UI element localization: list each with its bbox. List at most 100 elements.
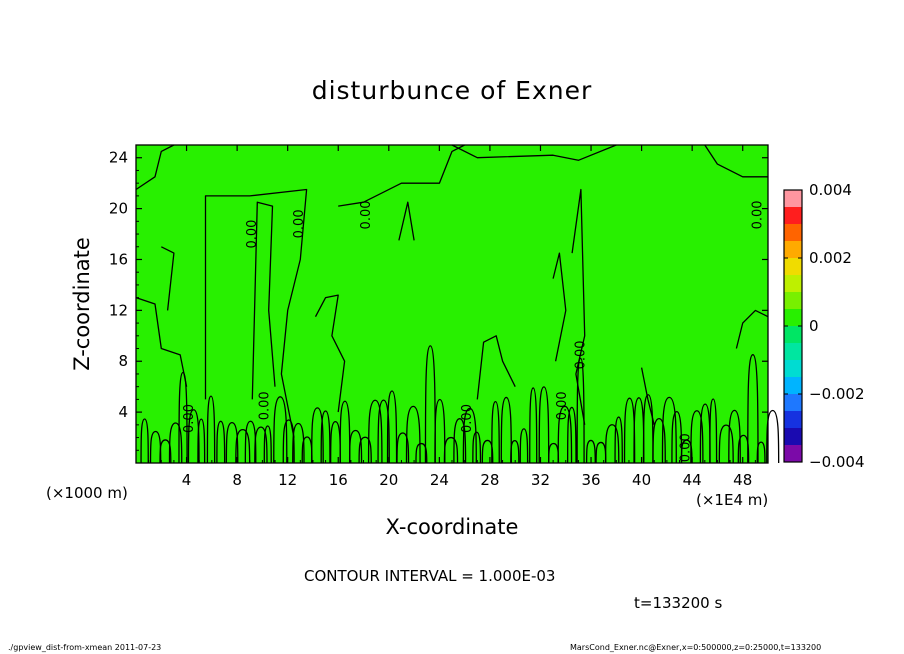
contour-line <box>567 406 577 464</box>
contour-line <box>348 429 363 464</box>
footer-right-text: MarsCond_Exner.nc@Exner,x=0:500000,z=0:2… <box>570 643 822 652</box>
heatmap-field <box>136 145 768 463</box>
contour-line <box>339 400 351 464</box>
contour-line <box>671 410 683 464</box>
contour-line <box>529 387 538 464</box>
colorbar-segment <box>784 190 802 207</box>
y-tick-label: 4 <box>118 403 128 421</box>
x-axis: 4 8 12 16 20 24 28 32 36 40 44 48 <box>148 145 756 489</box>
contour-line <box>225 421 239 464</box>
contour-line <box>140 418 149 464</box>
contour-line <box>235 428 251 464</box>
time-label: t=133200 s <box>634 594 723 612</box>
contour-line <box>453 418 467 464</box>
contour-label: 0.00 <box>555 391 570 420</box>
contour-line <box>187 409 200 464</box>
contour-line <box>386 390 398 464</box>
chart-title: disturbunce of Exner <box>311 76 593 105</box>
colorbar-label: 0 <box>809 317 819 335</box>
contour-line <box>571 188 586 425</box>
colorbar-segment <box>784 258 802 275</box>
colorbar: 0.004 0.002 0 −0.002 −0.004 <box>783 181 865 471</box>
contour-line <box>251 201 276 400</box>
contour-label: 0.00 <box>460 404 475 433</box>
contour-line <box>282 419 295 464</box>
contour-line <box>320 410 331 464</box>
y-axis: 4 8 12 16 20 24 <box>109 149 768 451</box>
contour-line <box>766 409 780 464</box>
contour-line <box>481 439 494 464</box>
contour-line <box>604 424 620 464</box>
colorbar-segment <box>784 275 802 292</box>
contour-line <box>756 441 766 464</box>
contour-line <box>168 422 183 464</box>
contour-label: 0.00 <box>751 200 766 229</box>
contour-label: 0.00 <box>292 209 307 238</box>
x-tick-label: 32 <box>531 471 550 489</box>
contour-label: 0.00 <box>359 200 374 229</box>
contour-line <box>519 428 529 464</box>
colorbar-label: −0.004 <box>809 453 865 471</box>
contour-line <box>735 309 769 349</box>
contour-interval-text: CONTOUR INTERVAL = 1.000E-03 <box>304 567 556 585</box>
contour-line <box>690 410 704 464</box>
contour-line <box>424 345 436 464</box>
contour-line <box>614 416 623 464</box>
y-tick-label: 24 <box>109 149 128 167</box>
contour-label: 0.00 <box>258 391 273 420</box>
x-tick-label: 16 <box>329 471 348 489</box>
contour-line <box>718 424 734 464</box>
contour-label: 0.00 <box>182 404 197 433</box>
x-tick-label: 36 <box>581 471 600 489</box>
x-tick-label: 20 <box>379 471 398 489</box>
colorbar-segment <box>784 292 802 309</box>
contour-line <box>434 398 446 464</box>
colorbar-label: 0.002 <box>809 249 852 267</box>
contour-line <box>311 407 324 464</box>
x-tick-label: 40 <box>632 471 651 489</box>
x-axis-label: X-coordinate <box>385 515 519 539</box>
contour-line <box>538 386 550 464</box>
contour-line <box>680 439 693 464</box>
contour-line <box>709 398 718 464</box>
footer-left-text: ./gpview_dist-from-xmean 2011-07-23 <box>8 643 162 652</box>
x-tick-label: 8 <box>232 471 242 489</box>
x-axis-unit-label: (×1000 m) <box>46 484 128 502</box>
contour-line <box>159 439 172 464</box>
x-tick-label: 48 <box>733 471 752 489</box>
contour-line <box>367 399 383 464</box>
contour-line <box>462 407 477 464</box>
contour-labels: 0.00 0.00 0.00 0.00 0.00 0.00 0.00 0.00 0.00 0.00 <box>182 200 766 462</box>
x-tick-label: 24 <box>430 471 449 489</box>
contour-line <box>472 431 482 464</box>
contour-line <box>415 442 428 464</box>
colorbar-segment <box>784 411 802 428</box>
x-axis-unit-label-alt: (×1E4 m) <box>696 491 769 509</box>
colorbar-segment <box>784 207 802 224</box>
contour-line <box>728 409 741 464</box>
contour-line <box>216 420 226 464</box>
contour-line <box>661 396 677 464</box>
contour-line <box>585 439 596 464</box>
x-tick-label: 28 <box>480 471 499 489</box>
contour-line <box>652 417 666 464</box>
colorbar-segment <box>784 241 802 258</box>
colorbar-label: 0.004 <box>809 181 852 199</box>
contour-label: 0.00 <box>574 340 589 369</box>
y-axis-label: Z-coordinate <box>70 237 94 371</box>
x-tick-label: 4 <box>182 471 192 489</box>
contour-line <box>178 371 188 464</box>
contour-line <box>491 401 500 464</box>
colorbar-segment <box>784 224 802 241</box>
contour-lines <box>135 144 780 464</box>
contour-line <box>377 399 390 464</box>
colorbar-segment <box>784 428 802 445</box>
contour-line <box>197 418 206 464</box>
contour-line <box>451 144 617 161</box>
contour-line <box>338 144 465 207</box>
contour-line <box>704 144 768 178</box>
contour-line <box>292 422 305 464</box>
colorbar-segment <box>784 394 802 411</box>
x-tick-label: 44 <box>683 471 702 489</box>
